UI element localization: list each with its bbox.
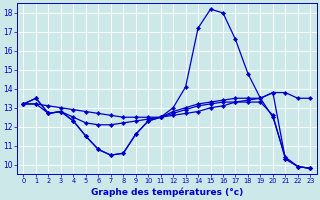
X-axis label: Graphe des températures (°c): Graphe des températures (°c) — [91, 187, 243, 197]
